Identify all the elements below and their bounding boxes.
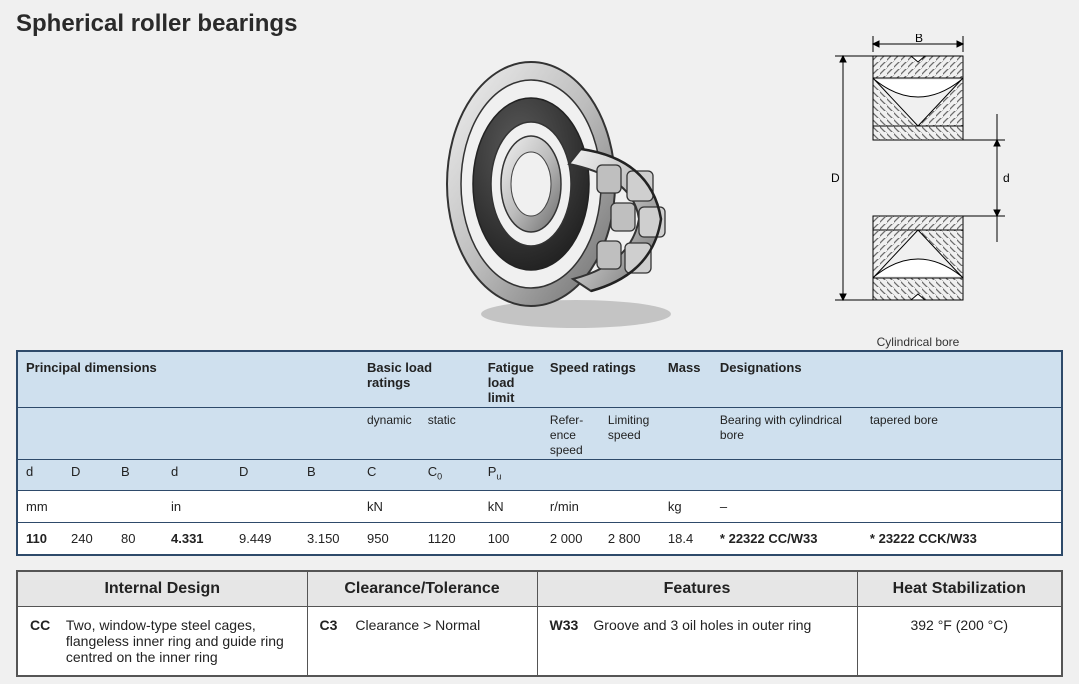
- col-d-mm: d: [17, 460, 63, 491]
- bearing-3d-illustration: [436, 44, 696, 339]
- hdr-heat: Heat Stabilization: [857, 571, 1062, 607]
- hdr-stat: static: [428, 413, 456, 427]
- unit-kN2: kN: [480, 490, 542, 522]
- cell-features: W33 Groove and 3 oil holes in outer ring: [537, 606, 857, 676]
- val-limspeed: 2 800: [600, 522, 660, 555]
- data-row: 110 240 80 4.331 9.449 3.150 950 1120 10…: [17, 522, 1062, 555]
- val-B-in: 3.150: [299, 522, 359, 555]
- col-d-in: d: [163, 460, 231, 491]
- hdr-internal: Internal Design: [17, 571, 307, 607]
- col-Pu: Pu: [480, 460, 542, 491]
- val-d-in: 4.331: [163, 522, 231, 555]
- val-refspeed: 2 000: [542, 522, 600, 555]
- hdr-speed: Speed ratings: [550, 360, 636, 375]
- val-D-mm: 240: [63, 522, 113, 555]
- hdr-features: Features: [537, 571, 857, 607]
- val-d-mm: 110: [17, 522, 63, 555]
- hdr-basicload: Basic load ratings: [367, 360, 432, 390]
- dim-D-label: D: [831, 171, 840, 185]
- col-B-mm: B: [113, 460, 163, 491]
- page-root: Spherical roller bearings: [0, 0, 1079, 684]
- col-D-mm: D: [63, 460, 113, 491]
- features-desc: Groove and 3 oil holes in outer ring: [593, 617, 840, 633]
- hdr-fatigue: Fatigue load limit: [488, 360, 534, 405]
- clearance-code: C3: [320, 617, 352, 633]
- col-D-in: D: [231, 460, 299, 491]
- val-Pu: 100: [480, 522, 542, 555]
- bearing-schematic: B: [803, 34, 1033, 349]
- val-mass: 18.4: [660, 522, 712, 555]
- features-code: W33: [550, 617, 590, 633]
- unit-in: in: [163, 490, 359, 522]
- col-C0: C0: [420, 460, 480, 491]
- hdr-principal: Principal dimensions: [26, 360, 157, 375]
- val-C: 950: [359, 522, 420, 555]
- internal-desc: Two, window-type steel cages, flangeless…: [66, 617, 291, 665]
- unit-kN: kN: [359, 490, 480, 522]
- hdr-clearance: Clearance/Tolerance: [307, 571, 537, 607]
- unit-kg: kg: [660, 490, 712, 522]
- val-desig-tap: * 23222 CCK/W33: [862, 522, 1062, 555]
- schematic-caption: Cylindrical bore: [803, 335, 1033, 349]
- features-row: CC Two, window-type steel cages, flangel…: [17, 606, 1062, 676]
- dim-d-label: d: [1003, 171, 1010, 185]
- cell-heat: 392 °F (200 °C): [857, 606, 1062, 676]
- val-C0: 1120: [420, 522, 480, 555]
- hdr-designations: Designations: [720, 360, 802, 375]
- units-row: mm in kN kN r/min kg –: [17, 490, 1062, 522]
- dim-B-label: B: [915, 34, 923, 45]
- features-table: Internal Design Clearance/Tolerance Feat…: [16, 570, 1063, 677]
- hdr-ref: Refer- ence speed: [550, 413, 583, 457]
- hdr-desig-sub: Bearing with cylindrical bore: [720, 413, 842, 442]
- hero-images: B: [16, 44, 1063, 344]
- val-B-mm: 80: [113, 522, 163, 555]
- unit-rmin: r/min: [542, 490, 660, 522]
- hdr-dyn: dynamic: [367, 413, 412, 427]
- spec-table: Principal dimensions Basic load ratings …: [16, 350, 1063, 556]
- cell-clearance: C3 Clearance > Normal: [307, 606, 537, 676]
- col-C: C: [359, 460, 420, 491]
- hdr-lim: Limiting speed: [608, 413, 649, 442]
- cell-internal: CC Two, window-type steel cages, flangel…: [17, 606, 307, 676]
- col-B-in: B: [299, 460, 359, 491]
- internal-code: CC: [30, 617, 62, 633]
- schematic-svg: B: [803, 34, 1033, 324]
- hdr-mass: Mass: [668, 360, 701, 375]
- unit-mm: mm: [17, 490, 163, 522]
- unit-dash: –: [712, 490, 1062, 522]
- val-desig-cyl: * 22322 CC/W33: [712, 522, 862, 555]
- clearance-desc: Clearance > Normal: [355, 617, 520, 633]
- hdr-tapered: tapered bore: [870, 413, 938, 427]
- val-D-in: 9.449: [231, 522, 299, 555]
- bearing-3d-svg: [436, 44, 696, 334]
